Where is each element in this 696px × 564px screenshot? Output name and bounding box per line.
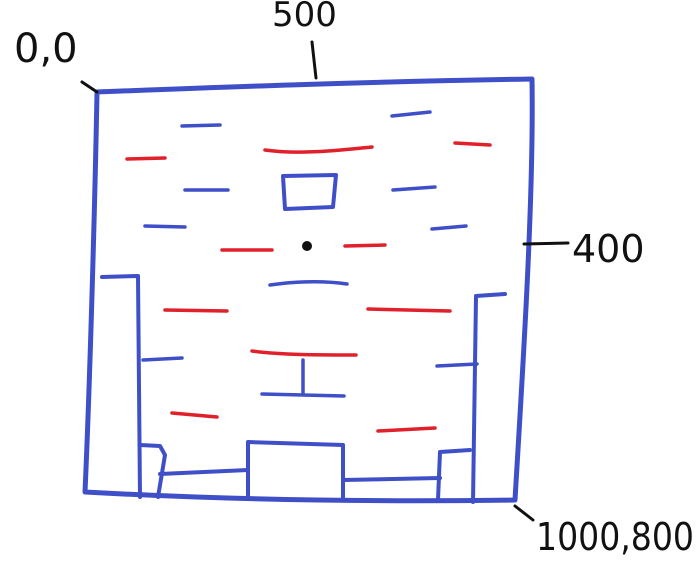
blue-platforms: [141, 110, 479, 398]
bottom-step-left: [158, 468, 250, 476]
red-platform: [125, 156, 167, 161]
red-platform: [453, 141, 492, 147]
blue-platform: [180, 123, 222, 128]
red-platform: [170, 411, 219, 419]
label-top-center: 500: [272, 0, 337, 35]
bottom-right-tick: [513, 504, 535, 522]
outer-boundary: [82, 76, 535, 504]
blue-platform: [391, 185, 437, 192]
red-platform: [376, 426, 437, 433]
blue-platform: [268, 280, 349, 287]
center-dot: [302, 241, 312, 251]
bottom-left-block: [138, 443, 167, 499]
blue-platform: [141, 356, 184, 362]
door: [281, 173, 338, 211]
blue-platform: [390, 110, 432, 118]
top-center-tick: [310, 40, 318, 80]
label-top-left: 0,0: [14, 26, 78, 72]
bottom-right-block: [436, 448, 472, 502]
label-bottom-right: 1000,800: [536, 515, 694, 559]
red-platform: [263, 145, 374, 154]
bottom-step-right: [341, 476, 442, 482]
label-right-middle: 400: [572, 227, 645, 271]
red-platform: [163, 308, 229, 313]
red-platform: [250, 349, 358, 357]
right-tick: [522, 241, 570, 246]
blue-platform: [430, 224, 468, 231]
blue-platform: [435, 362, 479, 368]
red-platforms: [125, 141, 492, 433]
right-pillar: [471, 292, 507, 504]
blue-platform: [143, 224, 187, 229]
left-pillar: [100, 274, 142, 499]
top-left-tick: [80, 80, 99, 94]
red-platform: [366, 307, 452, 313]
red-platform: [343, 243, 387, 248]
bottom-center-block: [246, 440, 345, 502]
